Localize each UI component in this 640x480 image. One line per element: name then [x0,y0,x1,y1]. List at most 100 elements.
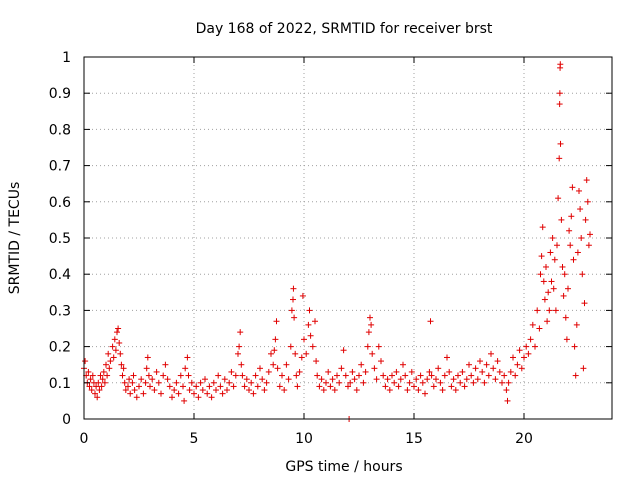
data-point [477,358,483,365]
data-point [283,361,290,368]
data-point [561,271,568,278]
data-point [496,368,503,375]
data-point [213,387,219,394]
data-point [94,394,101,401]
data-point [235,350,241,357]
data-point [185,372,192,379]
data-point [204,390,211,397]
data-point [577,206,584,213]
data-point [285,376,292,383]
data-point [578,235,585,241]
y-tick-label: 0 [62,412,71,428]
data-point [419,379,426,386]
data-point [356,372,362,379]
data-point [499,379,505,386]
data-point [555,195,562,202]
data-point [582,216,589,223]
data-point [579,271,586,278]
data-point [107,358,114,365]
data-point [193,383,200,390]
data-point [400,361,406,368]
data-point [406,379,413,386]
data-point [408,368,415,375]
data-point [142,379,149,386]
data-point [115,325,122,332]
data-point [552,307,559,314]
data-point [224,387,230,394]
data-point [358,361,365,368]
data-point [490,365,497,372]
y-tick-label: 0.1 [49,376,71,392]
data-point [147,383,153,390]
data-point [237,329,244,336]
data-point [331,387,338,394]
data-point [129,379,136,386]
data-point [88,387,95,394]
data-point [545,289,552,296]
data-point [380,372,387,379]
data-point [99,376,106,383]
data-point [558,216,565,223]
data-point [265,368,272,375]
data-point [435,365,442,372]
data-point [306,307,313,314]
data-point [566,227,573,234]
data-point [325,368,332,375]
data-point [433,376,439,383]
data-point [450,376,457,383]
data-point [539,224,546,231]
x-tick-label: 15 [405,431,423,447]
data-point [444,354,450,361]
data-point [415,387,422,394]
data-point [239,372,246,379]
data-point [345,383,351,390]
data-point [263,379,270,386]
data-point [584,198,591,205]
data-point [188,379,195,386]
x-tick-label: 5 [190,431,199,447]
y-tick-label: 0.4 [49,267,71,283]
data-point [87,376,94,383]
chart-title: Day 168 of 2022, SRMTID for receiver brs… [196,21,493,37]
y-tick-label: 0.5 [49,231,71,247]
data-point [296,368,303,375]
data-point [512,372,519,379]
data-point [573,321,580,328]
data-point [270,361,277,368]
data-point [494,358,501,365]
data-point [105,350,112,357]
data-point [144,354,151,361]
data-point [281,387,288,394]
y-tick-label: 0.8 [49,122,71,138]
data-point [459,368,466,375]
data-point [391,379,398,386]
data-point [158,390,164,397]
data-point [246,387,252,394]
data-point [314,372,321,379]
data-point [257,365,263,372]
data-point [100,368,107,375]
data-point [288,307,295,314]
data-point [362,368,369,375]
data-point [581,300,588,307]
data-point [175,390,182,397]
data-point [276,383,283,390]
y-axis-label: SRMTID / TECUs [7,182,23,295]
x-tick-label: 10 [295,431,313,447]
data-point [232,372,239,379]
data-point [364,343,371,350]
data-point [259,376,266,383]
data-point [85,368,92,375]
data-point [441,372,448,379]
data-point [397,376,404,383]
data-point [536,325,543,332]
data-point [191,390,197,397]
x-tick-label: 0 [80,431,89,447]
data-point [437,379,444,386]
data-point [466,361,472,368]
data-point [373,376,380,383]
data-point [501,372,508,379]
data-point [541,296,548,303]
data-point [86,383,93,390]
